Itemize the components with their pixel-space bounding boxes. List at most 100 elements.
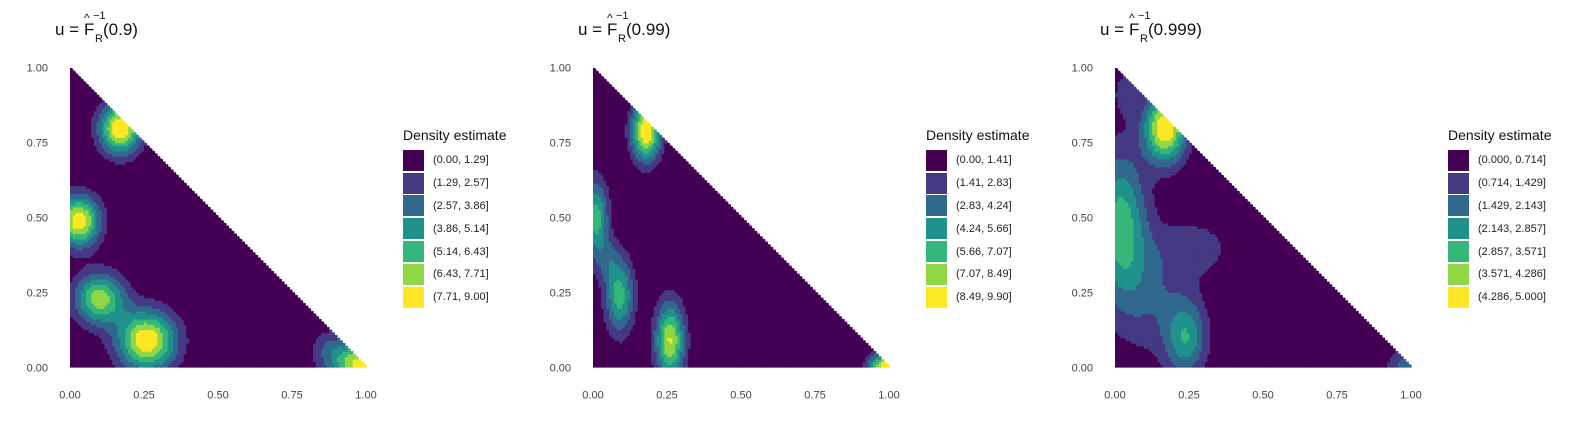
density-cell	[186, 254, 190, 259]
density-cell	[165, 196, 169, 200]
density-cell	[101, 105, 105, 109]
density-cell	[228, 281, 232, 285]
density-cell	[114, 129, 119, 133]
density-cell	[70, 332, 74, 336]
density-cell	[210, 308, 214, 312]
density-cell	[175, 249, 179, 253]
density-cell	[165, 364, 169, 368]
density-cell	[114, 118, 119, 122]
density-cell	[93, 102, 98, 106]
density-cell	[220, 220, 224, 224]
density-cell	[141, 302, 145, 307]
density-cell	[167, 284, 172, 288]
density-cell	[136, 316, 140, 320]
density-cell	[114, 212, 119, 216]
density-cell	[175, 337, 179, 341]
density-cell	[181, 342, 185, 347]
density-cell	[128, 268, 132, 272]
density-cell	[159, 204, 164, 208]
density-cell	[83, 174, 87, 179]
density-cell	[186, 305, 190, 309]
density-cell	[207, 252, 211, 256]
density-cell	[85, 286, 90, 291]
density-cell	[101, 262, 105, 267]
density-cell	[72, 225, 76, 229]
density-cell	[91, 100, 95, 104]
density-cell	[138, 230, 142, 235]
density-cell	[130, 308, 135, 312]
density-cell	[151, 273, 156, 277]
density-cell	[114, 209, 119, 213]
density-cell	[83, 236, 87, 240]
density-cell	[117, 209, 121, 213]
density-cell	[181, 262, 185, 267]
density-cell	[186, 238, 190, 243]
density-cell	[99, 262, 103, 267]
density-cell	[151, 268, 156, 272]
density-cell	[141, 177, 145, 181]
density-cell	[136, 313, 140, 317]
density-cell	[70, 116, 74, 120]
density-cell	[99, 345, 103, 349]
density-cell	[128, 329, 132, 333]
density-cell	[215, 292, 219, 296]
density-cell	[93, 134, 98, 139]
density-cell	[125, 316, 129, 320]
density-cell	[204, 316, 209, 320]
density-cell	[99, 166, 103, 171]
density-cell	[72, 297, 76, 301]
density-cell	[207, 286, 211, 291]
density-cell	[178, 246, 182, 251]
density-cell	[120, 337, 124, 341]
density-cell	[96, 260, 100, 264]
density-cell	[199, 329, 203, 333]
density-cell	[183, 284, 187, 288]
density-cell	[109, 110, 113, 114]
density-cell	[170, 198, 174, 203]
density-cell	[218, 292, 222, 296]
density-cell	[96, 150, 100, 155]
density-cell	[215, 334, 219, 339]
density-cell	[112, 286, 116, 291]
density-cell	[220, 230, 224, 235]
density-cell	[175, 292, 179, 296]
density-cell	[181, 313, 185, 317]
density-cell	[91, 289, 95, 293]
density-cell	[138, 337, 142, 341]
density-cell	[70, 81, 74, 85]
density-cell	[159, 316, 164, 320]
density-cell	[109, 334, 113, 339]
density-cell	[93, 358, 98, 363]
density-cell	[210, 356, 214, 360]
density-cell	[165, 273, 169, 277]
density-cell	[167, 260, 172, 264]
density-cell	[157, 161, 161, 165]
density-cell	[85, 281, 90, 285]
density-cell	[202, 318, 206, 323]
density-cell	[175, 238, 179, 243]
density-cell	[170, 209, 174, 213]
density-cell	[125, 137, 129, 141]
density-cell	[170, 180, 174, 184]
density-cell	[85, 121, 90, 125]
density-cell	[202, 217, 206, 221]
density-cell	[154, 193, 158, 197]
density-cell	[114, 326, 119, 331]
density-cell	[215, 252, 219, 256]
density-cell	[70, 212, 74, 216]
density-cell	[101, 297, 105, 301]
density-cell	[80, 140, 84, 144]
density-cell	[188, 329, 193, 333]
density-cell	[159, 198, 164, 203]
density-cell	[85, 94, 90, 98]
density-cell	[165, 169, 169, 173]
density-cell	[207, 318, 211, 323]
density-cell	[75, 156, 79, 160]
density-cell	[77, 316, 82, 320]
density-cell	[125, 364, 129, 368]
density-cell	[167, 212, 172, 216]
density-cell	[128, 353, 132, 357]
density-cell	[183, 220, 187, 224]
density-cell	[128, 225, 132, 229]
density-cell	[83, 318, 87, 323]
